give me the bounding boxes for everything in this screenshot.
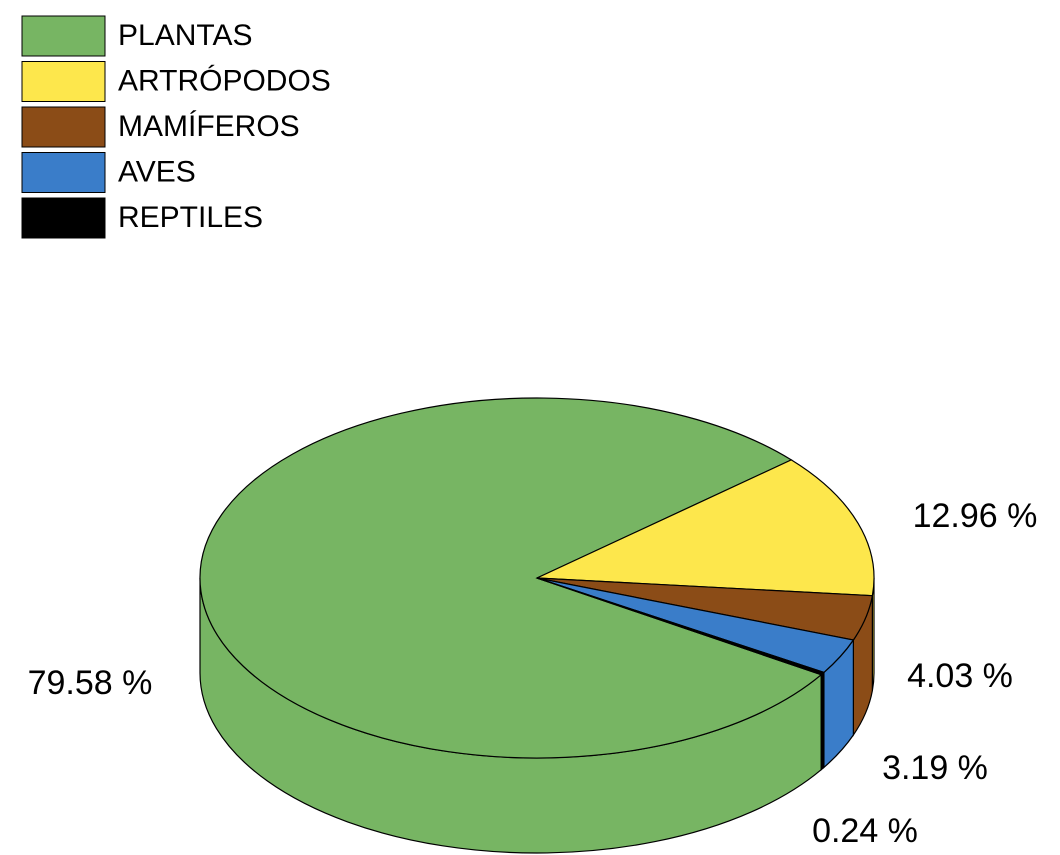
slice	[199, 397, 823, 759]
slice-side	[820, 671, 825, 771]
legend-swatch	[21, 61, 106, 102]
legend-label: AVES	[118, 155, 196, 188]
legend-swatch	[21, 15, 106, 57]
data-label: 12.96 %	[913, 497, 1038, 535]
legend-label: PLANTAS	[118, 19, 253, 52]
legend-label: ARTRÓPODOS	[118, 64, 331, 97]
legend-label: MAMÍFEROS	[118, 110, 300, 143]
data-label: 4.03 %	[907, 657, 1013, 695]
data-label: 3.19 %	[882, 749, 988, 787]
legend-swatch	[21, 106, 106, 148]
slice	[536, 459, 875, 597]
data-label: 0.24 %	[812, 812, 918, 850]
legend-swatch	[21, 197, 106, 239]
slice	[536, 577, 826, 676]
legend-swatch	[21, 152, 106, 193]
data-label: 79.58 %	[28, 664, 153, 702]
legend-label: REPTILES	[118, 201, 263, 234]
